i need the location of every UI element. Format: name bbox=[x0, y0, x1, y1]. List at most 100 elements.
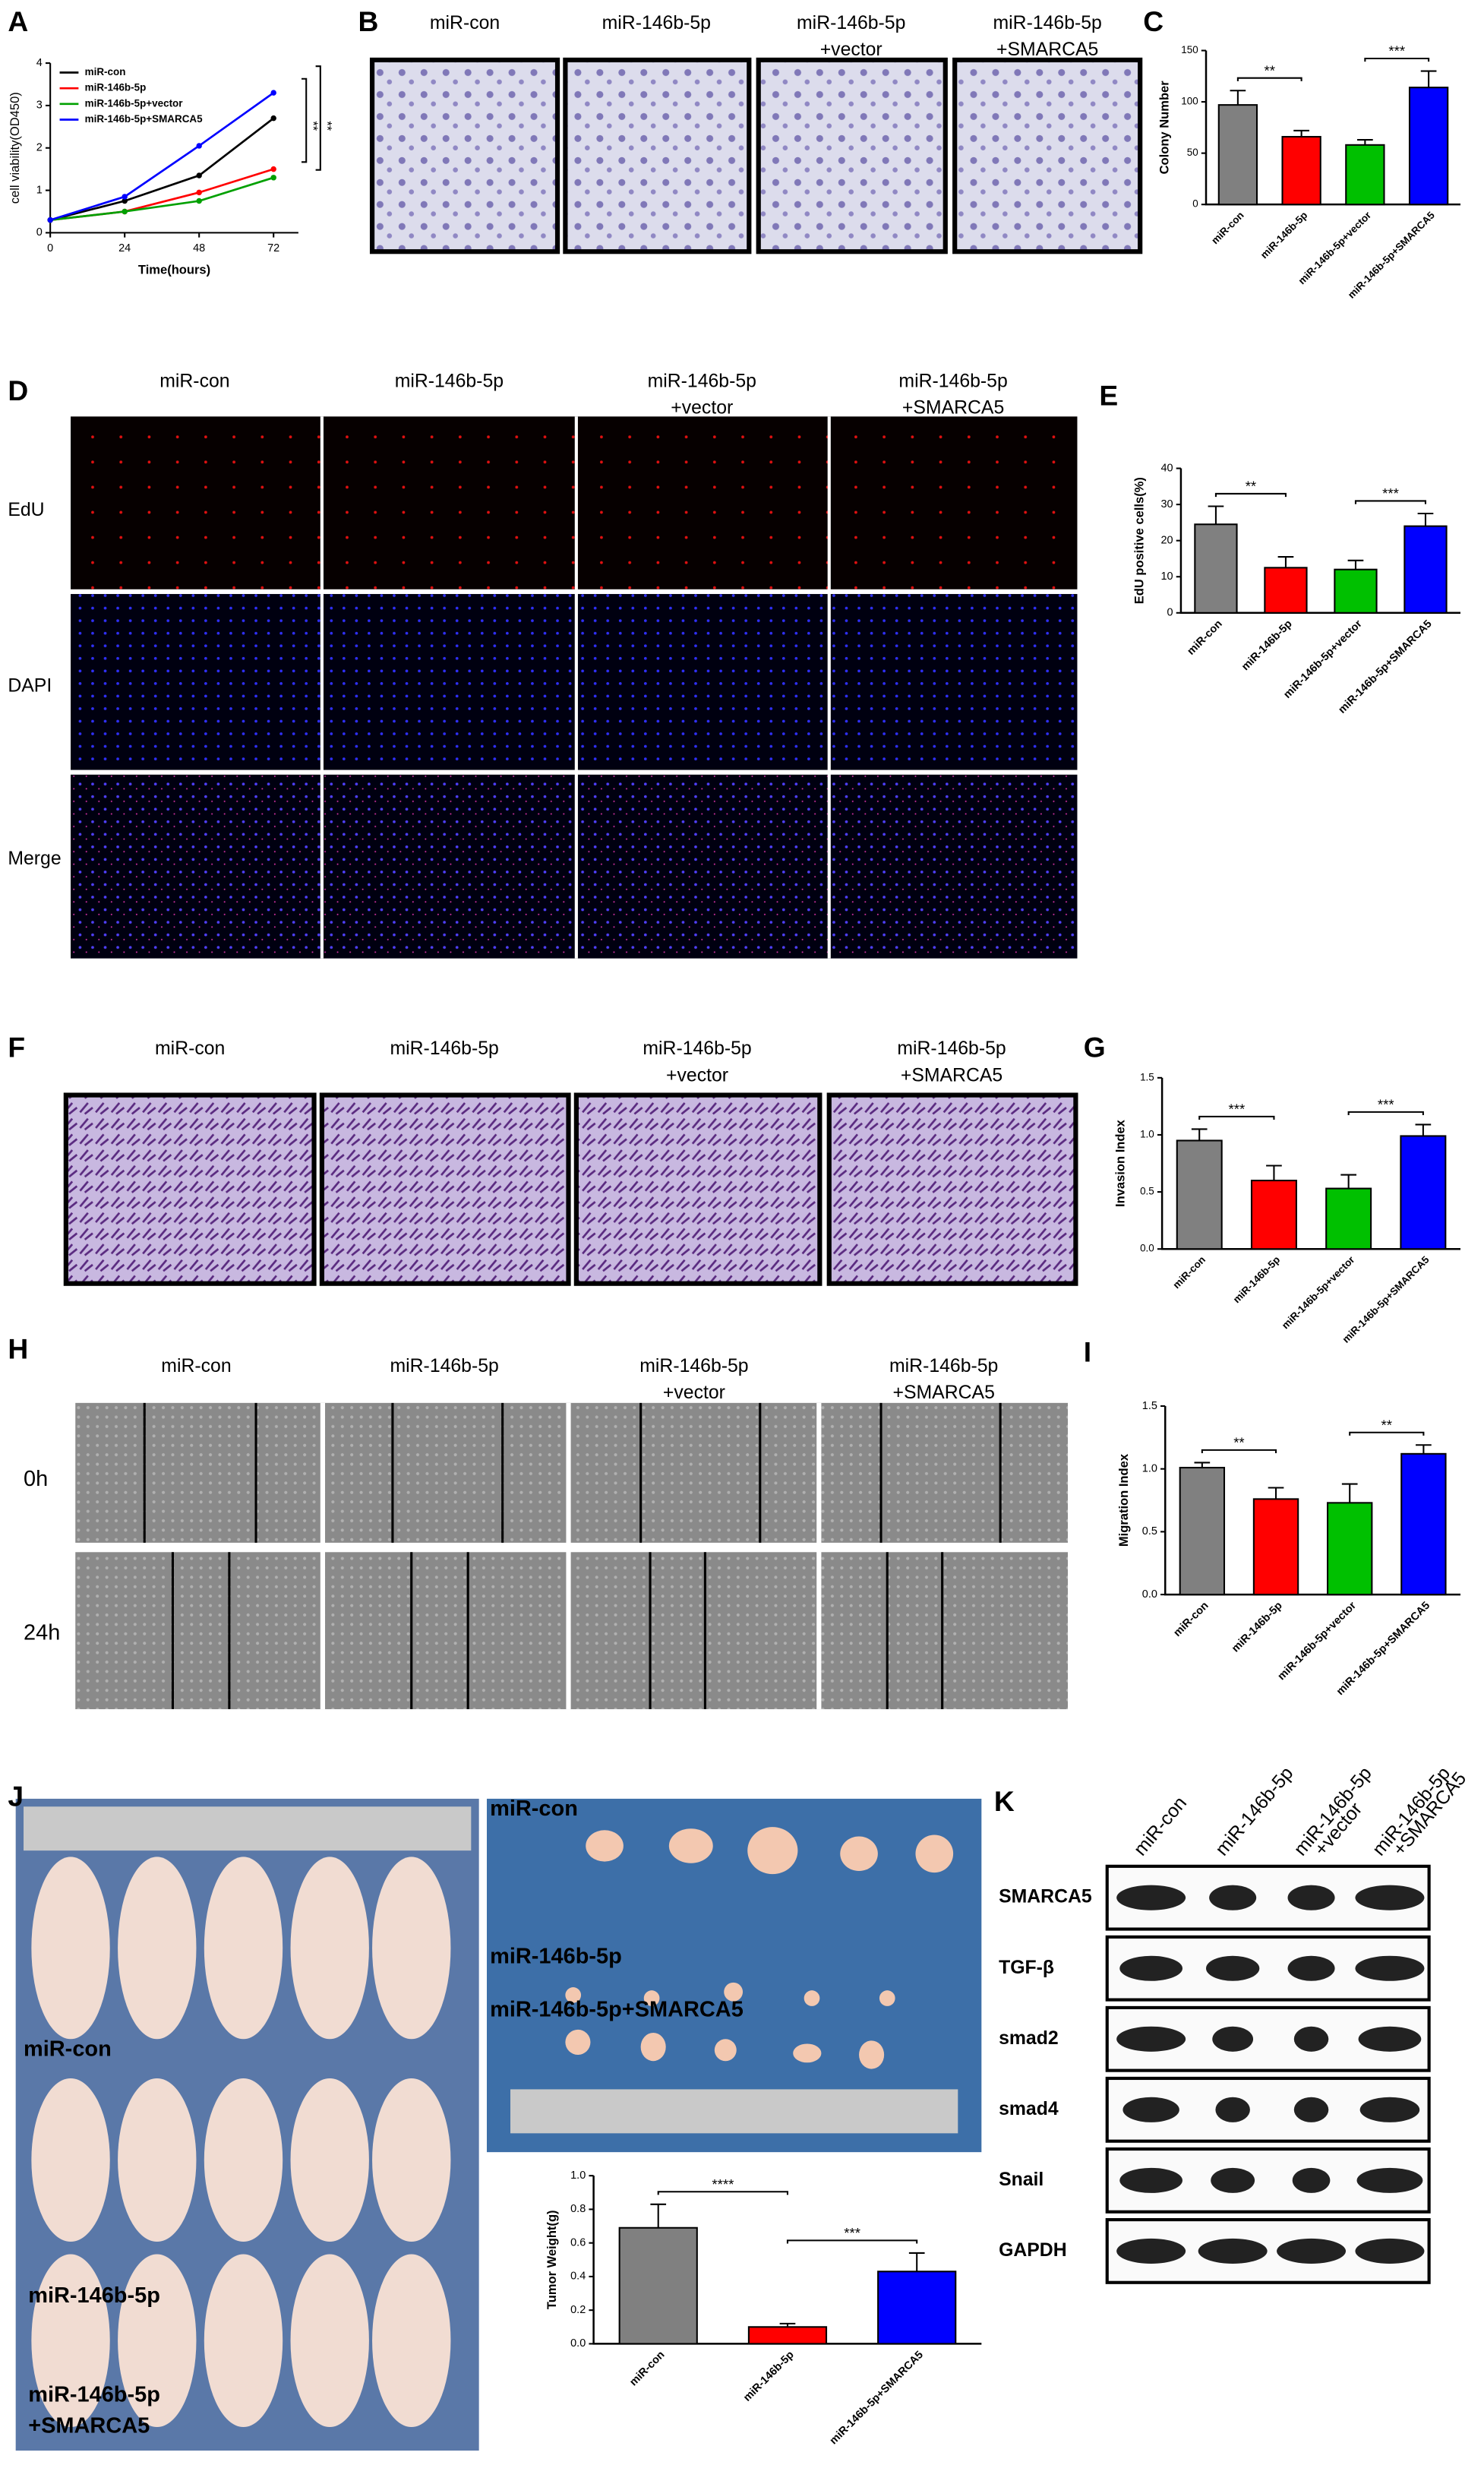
invasion-photo bbox=[319, 1092, 571, 1286]
blot-band bbox=[1119, 1955, 1182, 1981]
error-bar bbox=[908, 2252, 925, 2272]
tumor-label: miR-146b-5p bbox=[490, 1944, 622, 1968]
blot-band bbox=[1212, 2026, 1254, 2052]
y-tick-label: 0.0 bbox=[570, 2337, 586, 2350]
bar bbox=[1327, 1502, 1373, 1596]
ruler bbox=[24, 1806, 472, 1851]
y-tick-label: 0.0 bbox=[1140, 1243, 1154, 1254]
y-tick-label: 0.4 bbox=[570, 2271, 586, 2283]
row-label: 24h bbox=[24, 1620, 60, 1645]
y-tick-label: 20 bbox=[1160, 534, 1173, 546]
blot-label: TGF-β bbox=[999, 1958, 1054, 1978]
series-line bbox=[50, 176, 274, 221]
y-tick-label: 0.0 bbox=[1142, 1588, 1157, 1601]
bar bbox=[1403, 525, 1448, 614]
panel-label: B bbox=[358, 5, 378, 37]
y-tick-label: 0 bbox=[36, 226, 43, 239]
blot-band bbox=[1209, 1885, 1257, 1910]
blot-band bbox=[1359, 2097, 1420, 2122]
panel-label: E bbox=[1099, 379, 1118, 411]
column-header: miR-con bbox=[430, 13, 500, 33]
y-axis-label: EdU positive cells(%) bbox=[1132, 477, 1147, 604]
x-tick-label: miR-con bbox=[1185, 618, 1224, 657]
blot-band bbox=[1358, 2026, 1422, 2052]
colony-photo bbox=[369, 57, 560, 254]
significance: ** bbox=[320, 121, 335, 131]
error-bar bbox=[1415, 1123, 1432, 1136]
invasion-photo bbox=[63, 1092, 317, 1286]
blot-band bbox=[1293, 2097, 1329, 2122]
y-tick-label: 0.5 bbox=[1142, 1525, 1157, 1537]
row-label: EdU bbox=[8, 500, 44, 520]
significance: *** bbox=[1388, 43, 1405, 59]
column-header: miR-146b-5p bbox=[797, 13, 905, 33]
column-header: miR-146b-5p bbox=[898, 371, 1007, 391]
column-header: miR-146b-5p bbox=[395, 371, 504, 391]
column-header: +vector bbox=[663, 1383, 725, 1403]
blot-band bbox=[1292, 2167, 1331, 2193]
y-tick-label: 1.5 bbox=[1140, 1071, 1154, 1082]
ruler bbox=[510, 2089, 958, 2134]
blot-band bbox=[1355, 1955, 1425, 1981]
x-axis-label: Time(hours) bbox=[138, 262, 210, 277]
y-tick-label: 0 bbox=[1192, 198, 1198, 210]
point bbox=[196, 172, 202, 179]
column-header: miR-146b-5p bbox=[643, 1038, 751, 1059]
blot-band bbox=[1287, 1885, 1335, 1910]
y-tick-label: 40 bbox=[1160, 462, 1173, 474]
column-header: miR-146b-5p bbox=[390, 1356, 498, 1376]
y-tick-label: 100 bbox=[1181, 96, 1198, 107]
column-header: +vector bbox=[666, 1065, 728, 1086]
bracket bbox=[657, 2191, 788, 2195]
panel-label: I bbox=[1084, 1336, 1091, 1368]
y-axis-label: Migration Index bbox=[1116, 1453, 1131, 1547]
point bbox=[47, 216, 53, 223]
bracket bbox=[1198, 1115, 1275, 1120]
panel-label: J bbox=[8, 1781, 24, 1812]
mice-label: +SMARCA5 bbox=[28, 2414, 150, 2438]
point bbox=[196, 189, 202, 196]
panel-label: K bbox=[994, 1785, 1015, 1817]
x-tick-label: miR-146b-5p+vector bbox=[1281, 618, 1365, 701]
error-bar bbox=[1341, 1483, 1358, 1503]
x-tick-label: 0 bbox=[47, 242, 53, 254]
colony-photo bbox=[952, 57, 1143, 254]
significance: ** bbox=[1233, 1435, 1244, 1451]
column-header: miR-146b-5p bbox=[889, 1356, 998, 1376]
x-tick-label: miR-con bbox=[1209, 210, 1246, 247]
y-tick-label: 0 bbox=[1167, 607, 1173, 619]
bar bbox=[1281, 135, 1321, 206]
blot-band bbox=[1116, 2026, 1186, 2052]
significance: *** bbox=[1378, 1097, 1394, 1113]
significance: **** bbox=[712, 2176, 734, 2192]
series-line bbox=[49, 117, 275, 221]
y-tick-label: 0.5 bbox=[1140, 1186, 1154, 1197]
merge-photo bbox=[71, 774, 1078, 959]
column-header: miR-con bbox=[161, 1356, 231, 1376]
bar bbox=[1334, 568, 1378, 614]
bar bbox=[1194, 523, 1238, 614]
x-tick-label: miR-con bbox=[627, 2349, 667, 2388]
bar bbox=[1408, 87, 1449, 206]
y-tick-label: 30 bbox=[1160, 498, 1173, 510]
error-bar bbox=[1268, 1487, 1284, 1500]
column-header: miR-con bbox=[159, 371, 229, 391]
y-tick-label: 1.5 bbox=[1142, 1400, 1157, 1412]
bar bbox=[618, 2226, 698, 2345]
column-header: +SMARCA5 bbox=[893, 1383, 995, 1403]
error-bar bbox=[1347, 559, 1364, 570]
point bbox=[270, 175, 276, 181]
x-tick-label: miR-con bbox=[1171, 1600, 1211, 1639]
significance: *** bbox=[844, 2225, 860, 2241]
column-header: +SMARCA5 bbox=[902, 398, 1004, 419]
error-bar bbox=[1266, 1165, 1282, 1181]
significance: *** bbox=[1382, 485, 1399, 501]
row-label: 0h bbox=[24, 1467, 48, 1491]
row-label: Merge bbox=[8, 849, 61, 869]
bracket bbox=[1214, 492, 1287, 498]
invasion-photo bbox=[573, 1092, 823, 1286]
point bbox=[122, 194, 128, 200]
column-header: miR-146b-5p bbox=[648, 371, 756, 391]
x-tick-label: miR-146b-5p+vector bbox=[1276, 1599, 1359, 1683]
column-header: miR-con bbox=[155, 1038, 225, 1059]
